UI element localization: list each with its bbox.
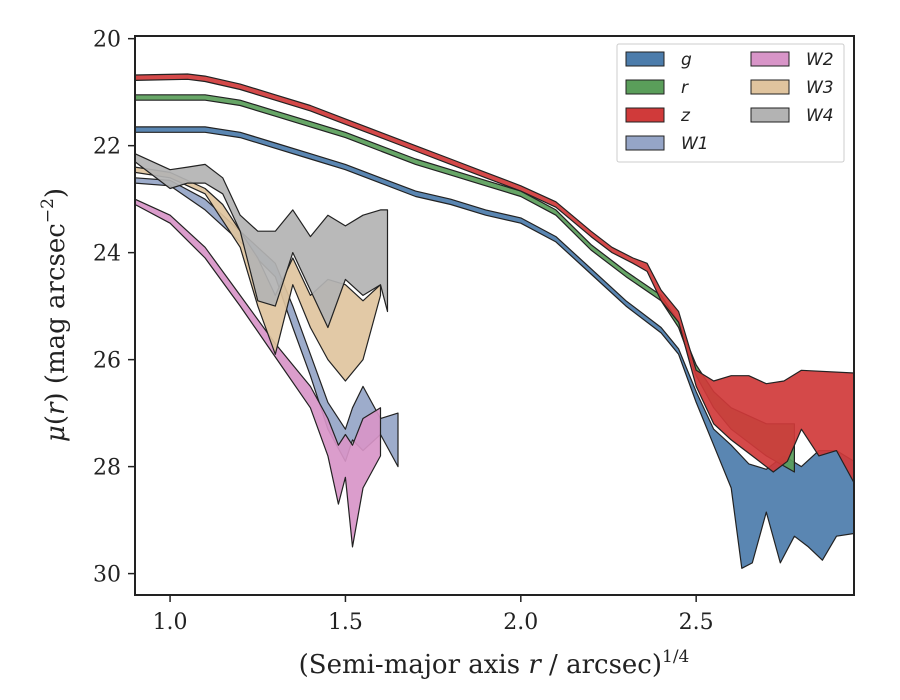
x-axis-label-superscript: 1/4 <box>662 647 689 667</box>
legend-swatch-g <box>625 51 665 67</box>
y-axis-label-open: ( <box>41 415 71 425</box>
legend-swatch-w4 <box>750 107 790 123</box>
legend-label-w1: W1 <box>681 134 709 154</box>
band-z <box>135 73 854 484</box>
ticks-layer: 1.0 1.5 2.0 2.5 20 22 24 26 28 30 <box>93 28 714 635</box>
legend-label-z: z <box>680 106 691 126</box>
y-tick-label: 26 <box>93 349 121 374</box>
y-axis-label-end: ) <box>41 188 71 198</box>
x-tick-label: 1.0 <box>153 610 188 635</box>
x-tick-label: 2.5 <box>679 610 714 635</box>
y-tick-label: 22 <box>93 135 121 160</box>
legend-swatch-w2 <box>750 51 790 67</box>
x-axis-label-var: r <box>528 650 542 680</box>
legend-swatch-r <box>625 79 665 95</box>
legend-swatch-z <box>625 107 665 123</box>
plot-frame <box>134 35 855 596</box>
legend-swatch-w1 <box>625 135 665 151</box>
y-axis-label: μ(r) (mag arcsec−2) <box>38 188 71 442</box>
series-layer <box>135 73 854 569</box>
legend-swatch-w3 <box>750 79 790 95</box>
legend-label-w3: W3 <box>806 78 834 98</box>
y-tick-label: 28 <box>93 456 121 481</box>
legend-label-w4: W4 <box>806 106 834 126</box>
x-axis-label-suffix: / arcsec) <box>541 650 662 680</box>
legend-items: grz W1 W2 W3 W4 <box>625 50 834 154</box>
y-tick-label: 24 <box>93 242 121 267</box>
y-axis-label-superscript: −2 <box>38 198 58 223</box>
legend-label-r: r <box>681 78 689 98</box>
x-tick-label: 1.5 <box>328 610 363 635</box>
legend: grz W1 W2 W3 W4 <box>616 43 845 163</box>
y-axis-label-mu: μ <box>41 425 71 442</box>
legend-label-w2: W2 <box>806 50 834 70</box>
legend-label-g: g <box>681 50 692 70</box>
y-tick-label: 30 <box>93 563 121 588</box>
band-r <box>135 94 796 473</box>
y-axis-label-close: ) (mag arcsec <box>41 223 71 402</box>
x-axis-label: (Semi-major axis r / arcsec)1/4 <box>299 647 690 680</box>
y-tick-label: 20 <box>93 28 121 53</box>
x-tick-label: 2.0 <box>503 610 538 635</box>
legend-frame <box>616 43 845 163</box>
band-g <box>135 126 854 569</box>
y-axis-label-var: r <box>41 401 71 415</box>
x-axis-label-prefix: (Semi-major axis <box>299 650 529 680</box>
band-w4 <box>135 153 389 329</box>
